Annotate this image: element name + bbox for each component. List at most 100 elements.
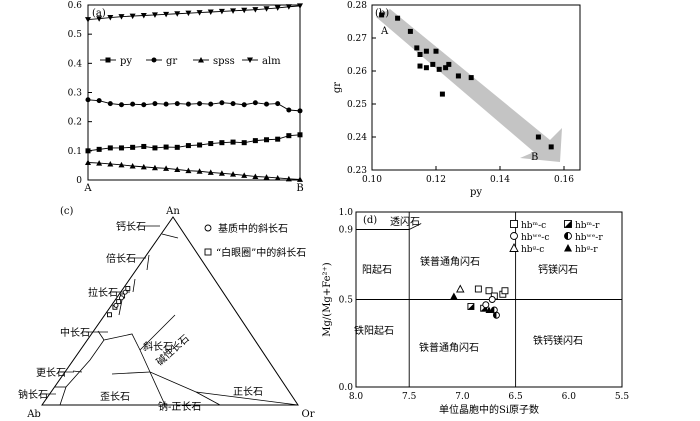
series-point-gr bbox=[241, 102, 247, 108]
field-label-tremolite: 透闪石 bbox=[390, 215, 420, 228]
legend-marker-gr bbox=[151, 57, 157, 63]
amphibole-point bbox=[490, 306, 498, 314]
panel-b-ytick-label: 0.28 bbox=[347, 1, 367, 11]
panel-a-ytick-label: 0.6 bbox=[68, 1, 83, 11]
series-point-gr bbox=[219, 100, 225, 106]
data-point bbox=[430, 61, 436, 67]
amphibole-point bbox=[488, 296, 496, 303]
series-point-spss bbox=[185, 167, 192, 174]
panel-a: (a) 0 0.1 0.2 0.3 0.4 0.5 0.6 A Bpy gr spss alm bbox=[68, 1, 304, 194]
legend-label: hbᵍ-c bbox=[521, 245, 544, 255]
series-point-spss bbox=[129, 163, 136, 169]
data-point bbox=[407, 28, 413, 34]
legend-marker bbox=[509, 243, 519, 252]
annotation-b: B bbox=[531, 152, 538, 163]
trend-arrow bbox=[376, 9, 562, 162]
legend-marker bbox=[510, 220, 518, 228]
amphibole-point bbox=[474, 285, 482, 293]
field-label-fe-hornblende: 铁普通角闪石 bbox=[419, 341, 479, 354]
data-point bbox=[379, 12, 385, 18]
legend-marker bbox=[564, 232, 572, 240]
legend-label-rim: “白眼圈”中的斜长石 bbox=[216, 246, 306, 259]
panel-d-xtick-label: 8.0 bbox=[349, 392, 364, 402]
field-boundary bbox=[161, 233, 179, 239]
series-point-gr bbox=[141, 102, 147, 108]
legend-label: hbᵐ-c bbox=[521, 221, 546, 231]
panel-b: (b)0.230.240.250.260.270.280.100.120.140… bbox=[332, 1, 581, 198]
data-point bbox=[414, 45, 420, 51]
panel-b-xtick-label: 0.10 bbox=[362, 175, 382, 185]
field-boundary bbox=[72, 370, 83, 373]
data-point bbox=[455, 73, 461, 79]
amphibole-point bbox=[501, 287, 509, 295]
panel-d-xlabel: 单位晶胞中的Si原子数 bbox=[439, 403, 539, 416]
legend-marker-circle bbox=[204, 224, 212, 232]
field-label-tschermakite: 钙镁闪石 bbox=[538, 263, 578, 276]
series-point-alm bbox=[252, 7, 259, 13]
amphibole-point bbox=[450, 292, 458, 299]
ternary-point bbox=[125, 285, 131, 291]
data-point bbox=[446, 61, 452, 67]
panel-b-xtick-label: 0.16 bbox=[554, 175, 574, 185]
series-point-py bbox=[107, 145, 113, 151]
legend-marker-square bbox=[204, 248, 212, 256]
panel-a-xlabel-b: B bbox=[296, 183, 303, 194]
series-point-spss bbox=[207, 169, 214, 175]
panel-d-ytick-label: 0.9 bbox=[339, 226, 354, 236]
series-point-py bbox=[85, 148, 91, 154]
legend-label: hbʷᵉ-r bbox=[575, 233, 603, 243]
panel-d-xtick-label: 6.0 bbox=[562, 392, 577, 402]
vertex-or: Or bbox=[302, 409, 315, 420]
series-point-py bbox=[275, 136, 281, 142]
series-point-py bbox=[163, 144, 169, 150]
series-point-spss bbox=[85, 159, 91, 165]
series-point-alm bbox=[274, 5, 281, 11]
data-point bbox=[423, 48, 429, 54]
amphibole-point bbox=[456, 284, 465, 293]
series-point-spss bbox=[297, 176, 303, 182]
series-point-alm bbox=[151, 12, 158, 18]
series-point-py bbox=[252, 138, 258, 144]
series-point-spss bbox=[163, 165, 170, 171]
data-point bbox=[548, 144, 554, 150]
panel-d-xtick-label: 5.5 bbox=[615, 392, 630, 402]
panel-a-ytick-label: 0.2 bbox=[68, 118, 82, 128]
panel-d: (d) 8.0 7.5 7.0 6.5 6.0 5.5 0.0 0.5 0.9 1.0 单位晶胞中的S… bbox=[322, 208, 629, 416]
data-point bbox=[468, 75, 474, 81]
series-point-alm bbox=[107, 15, 114, 21]
series-point-alm bbox=[85, 17, 91, 23]
series-point-alm bbox=[230, 8, 237, 14]
ternary-point bbox=[113, 302, 119, 308]
series-point-gr bbox=[297, 108, 303, 114]
series-point-spss bbox=[96, 160, 103, 166]
amphibole-point bbox=[482, 301, 490, 309]
series-point-spss bbox=[218, 170, 225, 176]
series-point-alm bbox=[285, 4, 292, 10]
series-point-py bbox=[152, 145, 158, 151]
data-point bbox=[395, 15, 401, 21]
panel-b-ytick-label: 0.27 bbox=[347, 34, 367, 44]
amphibole-point-fill bbox=[491, 307, 495, 313]
panel-d-xtick-label: 7.0 bbox=[455, 392, 470, 402]
data-point bbox=[436, 66, 442, 72]
field-boundary bbox=[97, 330, 105, 341]
panel-a-xlabel-a: A bbox=[83, 183, 92, 194]
legend-label: hbᵍ-r bbox=[575, 245, 598, 255]
panel-b-ytick-label: 0.23 bbox=[347, 166, 367, 176]
panel-b-xtick-label: 0.12 bbox=[426, 175, 446, 185]
series-point-alm bbox=[163, 11, 170, 18]
series-point-gr bbox=[107, 101, 113, 107]
series-point-spss bbox=[285, 175, 292, 182]
series-point-alm bbox=[218, 8, 225, 15]
series-point-py bbox=[197, 142, 203, 148]
ternary-point bbox=[122, 289, 128, 295]
series-point-gr bbox=[230, 101, 236, 107]
legend-marker-alm bbox=[247, 57, 253, 63]
series-point-alm bbox=[96, 16, 103, 22]
panel-d-ytick-label: 0.0 bbox=[339, 383, 354, 393]
series-point-gr bbox=[118, 102, 124, 108]
panel-c-label: (c) bbox=[60, 206, 74, 217]
panel-a-ytick-label: 0.4 bbox=[68, 59, 83, 69]
series-point-py bbox=[219, 140, 225, 146]
